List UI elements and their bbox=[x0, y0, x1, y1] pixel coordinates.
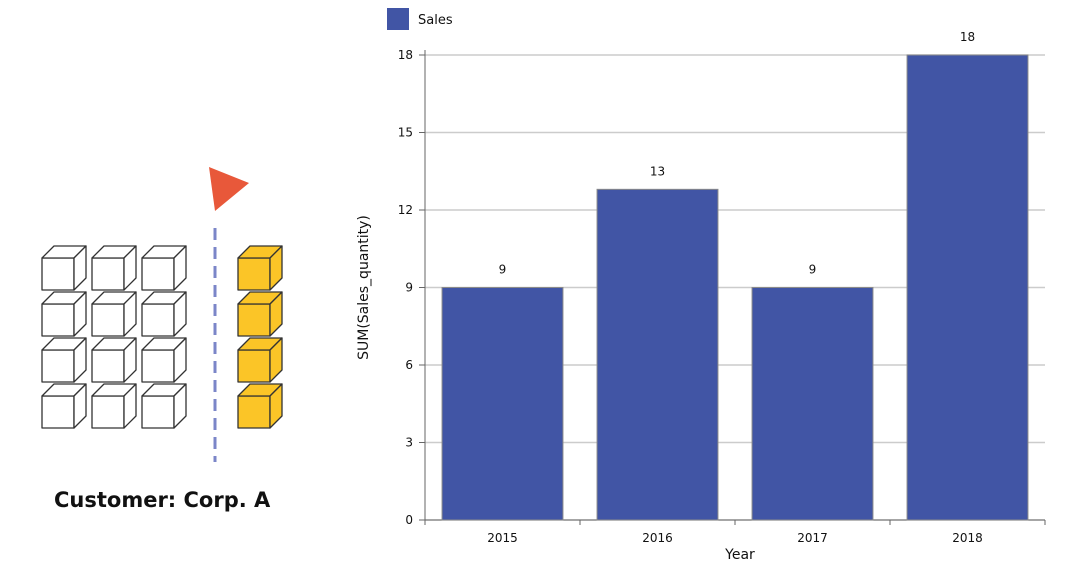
cube bbox=[141, 337, 187, 383]
cube bbox=[141, 291, 187, 337]
cube bbox=[91, 337, 137, 383]
cube-side bbox=[269, 337, 283, 383]
cube-side bbox=[73, 383, 87, 429]
cube-front bbox=[237, 395, 271, 429]
cube-illustration bbox=[41, 167, 283, 462]
cube-front bbox=[91, 349, 125, 383]
cube-side bbox=[73, 337, 87, 383]
cube-side bbox=[173, 383, 187, 429]
legend-swatch bbox=[387, 8, 409, 30]
x-tick-label: 2015 bbox=[487, 531, 518, 545]
cube-front bbox=[41, 349, 75, 383]
y-tick-label: 3 bbox=[405, 436, 413, 450]
cube-side bbox=[73, 291, 87, 337]
cube bbox=[141, 245, 187, 291]
x-tick-label: 2016 bbox=[642, 531, 673, 545]
x-tick-label: 2018 bbox=[952, 531, 983, 545]
y-tick-label: 6 bbox=[405, 358, 413, 372]
cube-front bbox=[141, 303, 175, 337]
cube-front bbox=[141, 395, 175, 429]
cube bbox=[91, 291, 137, 337]
cube-front bbox=[237, 349, 271, 383]
cube-side bbox=[123, 337, 137, 383]
cube-front bbox=[91, 395, 125, 429]
highlighted-cube bbox=[237, 383, 283, 429]
cube-front bbox=[91, 257, 125, 291]
cube-side bbox=[73, 245, 87, 291]
cube bbox=[91, 383, 137, 429]
cube bbox=[91, 245, 137, 291]
y-tick-label: 18 bbox=[398, 48, 413, 62]
x-tick-label: 2017 bbox=[797, 531, 828, 545]
data-label: 9 bbox=[499, 263, 507, 277]
cube-side bbox=[173, 245, 187, 291]
cube-side bbox=[173, 291, 187, 337]
cube-front bbox=[141, 349, 175, 383]
cube-side bbox=[123, 245, 137, 291]
customer-label: Customer: Corp. A bbox=[54, 488, 271, 512]
x-axis-title: Year bbox=[724, 547, 755, 563]
bar bbox=[751, 287, 874, 521]
cube-front bbox=[141, 257, 175, 291]
cube-front bbox=[237, 257, 271, 291]
cube bbox=[41, 245, 87, 291]
cube-side bbox=[173, 337, 187, 383]
y-tick-label: 12 bbox=[398, 203, 413, 217]
bar bbox=[596, 188, 719, 521]
cube-front bbox=[41, 395, 75, 429]
legend-label: Sales bbox=[418, 13, 453, 28]
cube-side bbox=[269, 245, 283, 291]
cube bbox=[41, 383, 87, 429]
data-label: 13 bbox=[650, 164, 665, 178]
cube-side bbox=[123, 383, 137, 429]
cube-front bbox=[41, 257, 75, 291]
data-label: 9 bbox=[809, 263, 817, 277]
cube-side bbox=[269, 383, 283, 429]
cube-side bbox=[123, 291, 137, 337]
y-axis-title: SUM(Sales_quantity) bbox=[356, 215, 372, 360]
highlighted-cube bbox=[237, 245, 283, 291]
cube-front bbox=[237, 303, 271, 337]
cube-side bbox=[269, 291, 283, 337]
bar bbox=[906, 54, 1029, 521]
cube-front bbox=[41, 303, 75, 337]
bar bbox=[441, 287, 564, 521]
cube bbox=[41, 291, 87, 337]
y-tick-label: 15 bbox=[398, 126, 413, 140]
cube-front bbox=[91, 303, 125, 337]
bar-chart: 0 3 6 9 12 15 18 9 2015 13 2016 9 2017 18 2018 Year SUM(… bbox=[356, 8, 1046, 563]
flag-marker bbox=[209, 167, 249, 211]
y-tick-label: 0 bbox=[405, 513, 413, 527]
highlighted-cube bbox=[237, 291, 283, 337]
y-tick-label: 9 bbox=[405, 281, 413, 295]
highlighted-cube bbox=[237, 337, 283, 383]
cube bbox=[141, 383, 187, 429]
data-label: 18 bbox=[960, 30, 975, 44]
cube bbox=[41, 337, 87, 383]
